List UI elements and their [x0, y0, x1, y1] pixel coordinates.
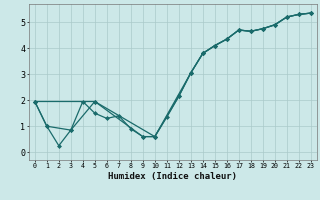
X-axis label: Humidex (Indice chaleur): Humidex (Indice chaleur) [108, 172, 237, 181]
